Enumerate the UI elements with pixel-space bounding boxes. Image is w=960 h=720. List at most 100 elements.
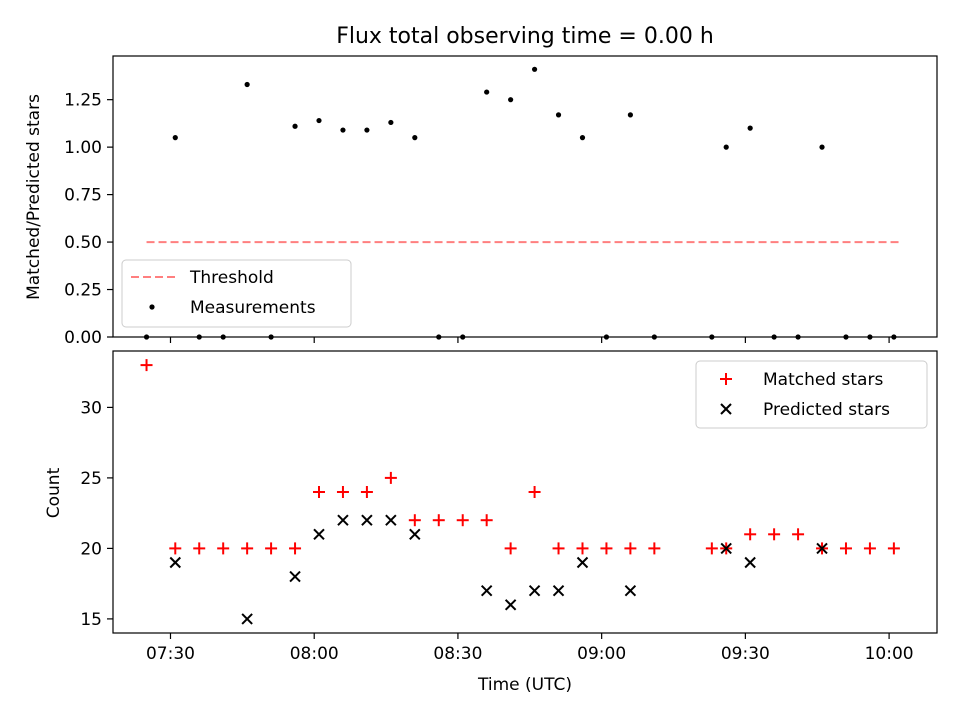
predicted-star-stroke	[409, 528, 421, 541]
count-x-tick-label: 09:30	[721, 644, 770, 664]
count-x-tick-label: 10:00	[865, 644, 914, 664]
predicted-star-stroke	[744, 556, 756, 569]
matched-star-point	[289, 542, 302, 555]
predicted-star-point	[720, 542, 732, 555]
count-legend-box	[695, 360, 928, 429]
count-y-tick-label: 20	[80, 539, 102, 559]
measurement-point	[555, 112, 562, 118]
matched-star-point	[552, 542, 565, 555]
matched-star-point	[480, 514, 493, 527]
predicted-star-stroke	[552, 584, 565, 597]
count-plot-marks	[140, 359, 900, 625]
matched-star-point	[600, 542, 613, 555]
count-y-tick-label: 15	[80, 610, 102, 630]
predicted-star-point	[744, 556, 756, 569]
matched-star-point	[648, 542, 661, 555]
matched-star-point	[456, 514, 469, 527]
measurement-point	[340, 127, 346, 133]
legend-predicted-marker	[720, 403, 732, 415]
predicted-star-point	[528, 584, 541, 597]
chart-title: Flux total observing time = 0.00 h	[336, 24, 714, 49]
measurement-point	[531, 66, 538, 72]
matched-star-point	[313, 486, 325, 498]
predicted-star-point	[552, 584, 565, 597]
predicted-star-point	[504, 599, 517, 611]
predicted-star-point	[480, 584, 493, 597]
count-panel-frame	[112, 350, 938, 634]
measurement-point	[412, 135, 418, 141]
ratio-y-tick-label: 1.00	[64, 138, 102, 158]
predicted-star-stroke	[528, 584, 541, 597]
predicted-star-point	[385, 514, 397, 526]
predicted-star-stroke	[169, 556, 181, 569]
measurement-point	[723, 144, 729, 150]
predicted-star-stroke	[720, 542, 732, 555]
legend-threshold-label: Threshold	[189, 268, 274, 288]
predicted-star-stroke	[313, 528, 325, 541]
ratio-legend: Threshold Measurements	[121, 259, 352, 328]
ratio-y-tick-label: 0.00	[64, 328, 102, 348]
count-x-tick-label: 07:30	[146, 644, 195, 664]
predicted-star-stroke	[576, 556, 589, 569]
legend-predicted-label: Predicted stars	[763, 400, 890, 420]
legend-measurements-label: Measurements	[190, 298, 316, 318]
count-legend: Matched stars Predicted stars	[695, 360, 928, 429]
matched-star-point	[408, 514, 421, 527]
predicted-star-stroke	[361, 514, 373, 526]
ratio-axis-ticks: 0.00 0.25 0.50 0.75 1.00 1.25	[64, 91, 890, 348]
measurement-point	[484, 89, 490, 95]
legend-matched-marker	[720, 373, 732, 385]
matched-star-point	[384, 471, 397, 484]
y-axis-label-ratio: Matched/Predicted stars	[24, 94, 44, 300]
measurement-point	[172, 135, 178, 141]
matched-star-point	[193, 542, 206, 555]
predicted-star-point	[624, 584, 637, 597]
measurement-point	[819, 144, 825, 150]
matched-star-point	[839, 542, 852, 555]
x-axis-label: Time (UTC)	[477, 675, 572, 695]
ratio-legend-box	[121, 259, 352, 328]
predicted-star-point	[816, 542, 828, 555]
predicted-star-point	[361, 514, 373, 526]
matched-star-point	[624, 542, 637, 555]
measurement-point	[316, 117, 322, 124]
count-y-tick-label: 30	[80, 398, 102, 418]
matched-star-point	[887, 542, 900, 555]
predicted-star-point	[337, 514, 349, 526]
count-panel: Count Time (UTC) 07:30 08:00 08:30 09:00 09:…	[44, 350, 938, 695]
measurement-point	[388, 119, 394, 126]
predicted-star-stroke	[289, 570, 301, 583]
matched-star-point	[169, 542, 182, 555]
legend-matched-label: Matched stars	[763, 370, 883, 390]
ratio-y-tick-label: 0.25	[64, 281, 102, 301]
predicted-star-point	[409, 528, 421, 541]
matched-star-point	[792, 528, 805, 541]
matched-star-point	[863, 542, 876, 555]
measurement-point	[508, 97, 514, 103]
ratio-y-tick-label: 1.25	[64, 91, 102, 111]
y-axis-label-count: Count	[44, 467, 64, 518]
count-x-tick-label: 08:30	[433, 644, 482, 664]
ratio-y-tick-label: 0.50	[64, 233, 102, 253]
matched-star-point	[504, 542, 517, 555]
matched-star-point	[528, 486, 541, 498]
measurement-point	[627, 112, 633, 118]
matched-star-point	[336, 486, 349, 498]
predicted-star-point	[313, 528, 325, 541]
count-x-tick-label: 09:00	[577, 644, 626, 664]
ratio-panel: Flux total observing time = 0.00 h Match…	[24, 24, 938, 348]
matched-star-point	[705, 542, 718, 555]
ratio-y-tick-label: 0.75	[64, 186, 102, 206]
measurement-point	[292, 123, 298, 129]
measurement-point	[244, 81, 250, 88]
predicted-star-stroke	[385, 514, 397, 526]
matched-star-point	[241, 542, 254, 555]
count-x-tick-label: 08:00	[290, 644, 339, 664]
predicted-star-point	[289, 570, 301, 583]
matched-star-point	[360, 486, 373, 498]
matched-star-point	[768, 528, 781, 541]
predicted-star-stroke	[480, 584, 493, 597]
matched-star-point	[217, 542, 230, 555]
